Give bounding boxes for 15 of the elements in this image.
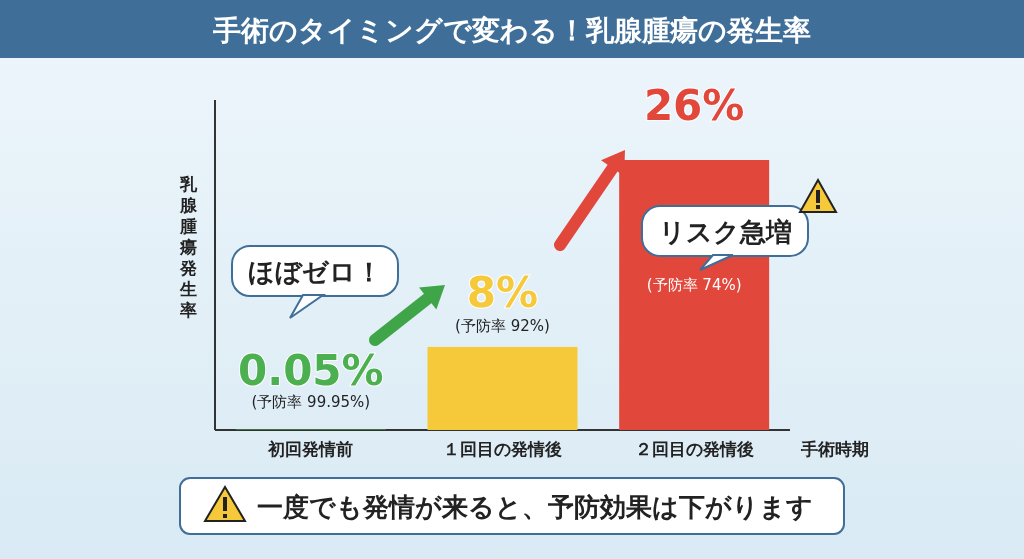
data-label: 8% xyxy=(466,267,539,317)
annotation: (予防率 99.95%) xyxy=(251,393,371,411)
data-label: 0.05% xyxy=(237,346,384,395)
x-tick-label: 初回発情前 xyxy=(267,439,354,459)
annotation: (予防率 74%) xyxy=(646,276,742,294)
chart-title: 手術のタイミングで変わる！乳腺腫瘍の発生率 xyxy=(212,14,811,47)
x-axis-title: 手術時期 xyxy=(800,439,869,459)
y-axis-title: 乳腺腫瘍発生率 xyxy=(178,174,198,320)
data-label: 26% xyxy=(643,81,745,130)
x-tick-label: ２回目の発情後 xyxy=(634,439,754,459)
x-tick-label: １回目の発情後 xyxy=(443,439,562,459)
annotation: (予防率 92%) xyxy=(455,316,550,335)
text: 一度でも発情が来ると、予防効果は下がります xyxy=(257,492,813,522)
annotation: リスク急増 xyxy=(658,217,792,247)
annotation: ほぼゼロ！ xyxy=(248,257,382,287)
